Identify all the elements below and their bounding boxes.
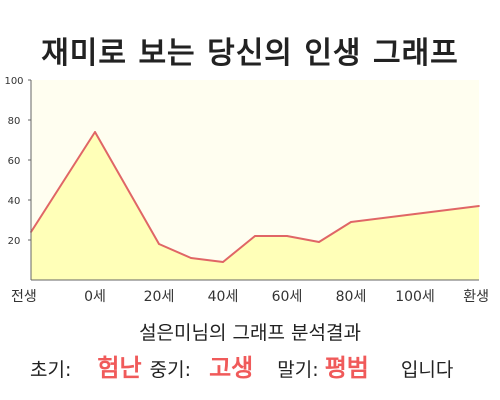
data-point bbox=[350, 221, 352, 223]
mid-value: 고생 bbox=[209, 354, 254, 382]
x-tick-label: 60세 bbox=[272, 289, 303, 305]
y-tick-label: 100 bbox=[4, 76, 23, 87]
data-point bbox=[414, 213, 416, 215]
data-point bbox=[478, 205, 480, 207]
late-label: 말기: bbox=[277, 359, 319, 381]
y-tick-label: 20 bbox=[8, 236, 21, 247]
result-title: 설은미님의 그래프 분석결과 bbox=[139, 322, 361, 344]
x-tick-label: 20세 bbox=[144, 289, 175, 305]
data-point bbox=[94, 131, 96, 133]
x-tick-label: 전생 bbox=[11, 289, 37, 305]
life-area-fill bbox=[31, 132, 479, 280]
result-suffix: 입니다 bbox=[400, 359, 454, 381]
late-value: 평범 bbox=[324, 354, 369, 382]
x-tick-label: 40세 bbox=[208, 289, 239, 305]
x-tick-label: 환생 bbox=[463, 289, 489, 305]
result-summary: 초기: 험난 중기: 고생 말기: 평범 입니다 bbox=[30, 348, 480, 383]
data-point bbox=[158, 243, 160, 245]
early-value: 험난 bbox=[97, 354, 142, 382]
mid-label: 중기: bbox=[149, 359, 192, 381]
early-label: 초기: bbox=[30, 359, 72, 381]
y-tick-label: 40 bbox=[8, 196, 21, 207]
data-point bbox=[318, 241, 320, 243]
data-point bbox=[190, 257, 192, 259]
x-tick-label: 100세 bbox=[395, 289, 435, 305]
y-tick-label: 80 bbox=[8, 116, 21, 127]
x-tick-label: 0세 bbox=[84, 289, 106, 305]
x-tick-label: 80세 bbox=[336, 289, 367, 305]
data-point bbox=[222, 261, 224, 263]
data-point bbox=[254, 235, 256, 237]
y-tick-label: 60 bbox=[8, 156, 21, 167]
data-point bbox=[286, 235, 288, 237]
chart-title: 재미로 보는 당신의 인생 그래프 bbox=[41, 36, 459, 71]
